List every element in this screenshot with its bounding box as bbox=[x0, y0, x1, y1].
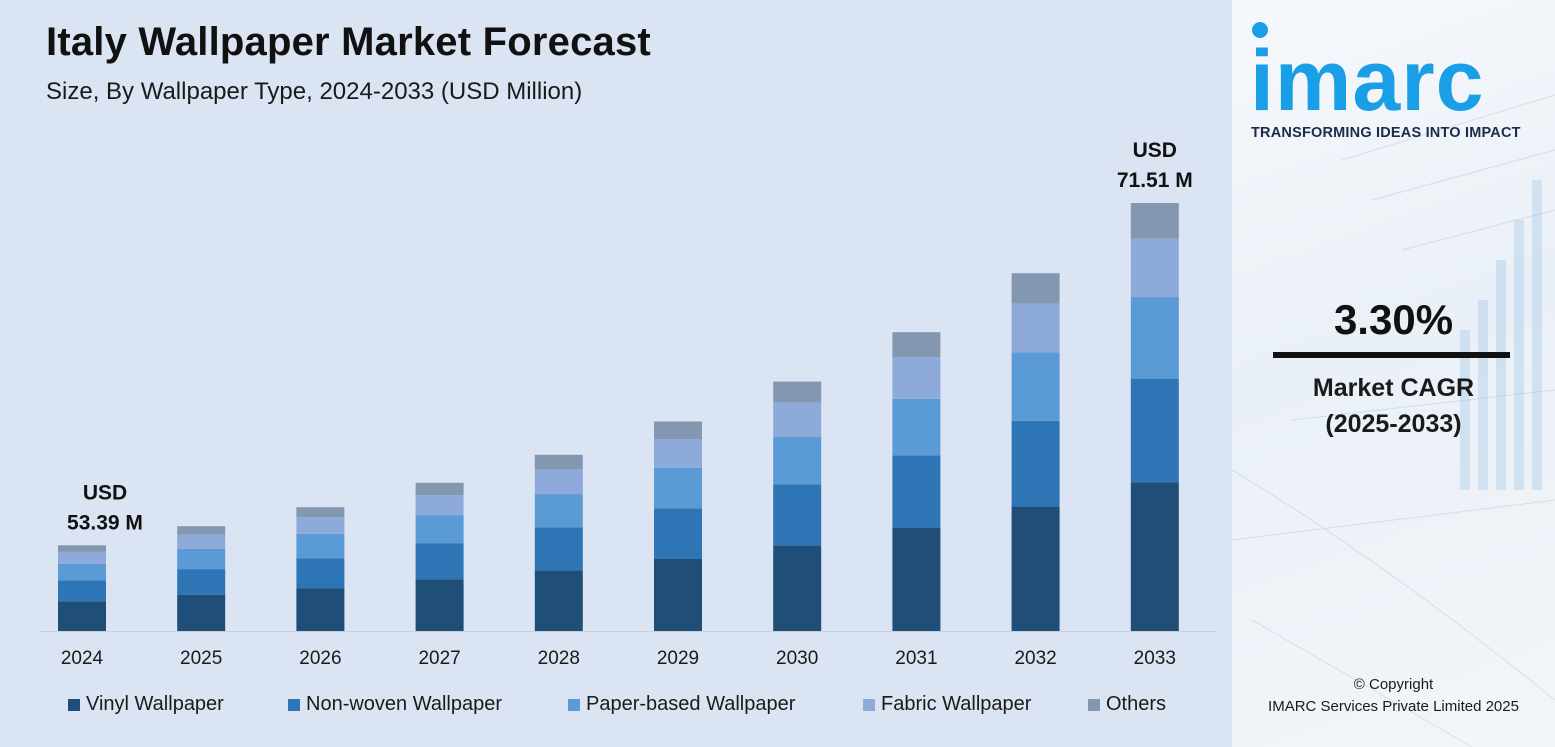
bar-segment-2027-3 bbox=[415, 495, 464, 516]
bar-segment-2032-4 bbox=[1011, 273, 1060, 304]
bar-segment-2026-4 bbox=[296, 507, 345, 518]
bar-segment-2033-3 bbox=[1130, 238, 1179, 298]
bar-segment-2027-0 bbox=[415, 579, 464, 631]
bar-total-label-currency: USD bbox=[1133, 139, 1177, 162]
bar-segment-2032-2 bbox=[1011, 352, 1060, 421]
legend-label: Paper-based Wallpaper bbox=[586, 693, 796, 715]
bar-segment-2026-1 bbox=[296, 558, 345, 589]
bar-segment-2024-3 bbox=[58, 551, 106, 564]
copyright-owner: IMARC Services Private Limited 2025 bbox=[1268, 698, 1519, 715]
legend-swatch bbox=[863, 698, 875, 711]
bar-segment-2031-1 bbox=[892, 455, 941, 529]
copyright-notice: © Copyright bbox=[1353, 676, 1434, 693]
bar-segment-2033-1 bbox=[1130, 378, 1179, 483]
x-tick-label-2024: 2024 bbox=[61, 648, 104, 669]
bar-segment-2028-4 bbox=[534, 454, 583, 470]
bar-segment-2026-0 bbox=[296, 588, 345, 631]
bar-segment-2030-0 bbox=[773, 545, 822, 631]
legend-label: Others bbox=[1106, 693, 1167, 715]
bar-segment-2032-3 bbox=[1011, 303, 1060, 353]
legend-swatch bbox=[568, 698, 580, 711]
bar-segment-2033-4 bbox=[1130, 203, 1179, 239]
bar-segment-2027-2 bbox=[415, 515, 464, 544]
bar-segment-2032-0 bbox=[1011, 506, 1060, 631]
x-tick-label-2032: 2032 bbox=[1014, 648, 1056, 669]
bar-segment-2033-2 bbox=[1130, 297, 1179, 379]
bar-segment-2028-3 bbox=[534, 469, 583, 495]
bar-segment-2027-1 bbox=[415, 543, 464, 580]
legend-item: Vinyl Wallpaper bbox=[68, 693, 224, 716]
legend-swatch bbox=[288, 698, 300, 711]
bar-segment-2027-4 bbox=[415, 482, 464, 496]
bar-segment-2029-0 bbox=[654, 558, 702, 631]
bar-segment-2025-3 bbox=[177, 534, 226, 549]
legend-swatch bbox=[1088, 698, 1100, 711]
bar-total-label-currency: USD bbox=[83, 481, 127, 504]
bar-segment-2030-4 bbox=[773, 381, 822, 403]
bar-segment-2028-0 bbox=[534, 570, 583, 631]
bar-segment-2028-1 bbox=[534, 527, 583, 571]
bar-segment-2029-2 bbox=[654, 467, 702, 509]
imarc-logo: imarc bbox=[1250, 33, 1485, 129]
legend-label: Fabric Wallpaper bbox=[881, 693, 1032, 715]
x-tick-label-2025: 2025 bbox=[180, 648, 222, 669]
bar-total-label-value: 53.39 M bbox=[67, 511, 143, 534]
chart-panel: Italy Wallpaper Market Forecast Size, By… bbox=[0, 0, 1232, 747]
logo-tagline: TRANSFORMING IDEAS INTO IMPACT bbox=[1251, 125, 1521, 141]
bar-segment-2033-0 bbox=[1130, 482, 1179, 631]
cagr-period: (2025-2033) bbox=[1325, 410, 1462, 438]
bar-segment-2024-0 bbox=[58, 601, 106, 631]
logo-dot-icon bbox=[1252, 22, 1268, 38]
x-tick-label-2029: 2029 bbox=[657, 648, 699, 669]
bar-segment-2025-1 bbox=[177, 569, 226, 595]
bar-segment-2032-1 bbox=[1011, 420, 1060, 507]
bar-segment-2031-3 bbox=[892, 357, 941, 399]
legend-item: Paper-based Wallpaper bbox=[568, 693, 795, 716]
bar-segment-2028-2 bbox=[534, 494, 583, 528]
x-tick-label-2027: 2027 bbox=[418, 648, 460, 669]
legend-item: Fabric Wallpaper bbox=[863, 693, 1031, 716]
bar-segment-2025-0 bbox=[177, 594, 226, 631]
bar-segment-2024-2 bbox=[58, 563, 106, 581]
cagr-value: 3.30% bbox=[1333, 296, 1454, 343]
x-tick-label-2031: 2031 bbox=[895, 648, 937, 669]
bar-segment-2031-0 bbox=[892, 528, 941, 631]
legend-label: Vinyl Wallpaper bbox=[86, 693, 224, 715]
bar-segment-2024-4 bbox=[58, 545, 106, 552]
bar-total-label-value: 71.51 M bbox=[1117, 169, 1193, 192]
legend-item: Others bbox=[1088, 693, 1166, 716]
bar-segment-2030-2 bbox=[773, 436, 822, 485]
background-graph-decoration bbox=[1232, 94, 1555, 747]
bar-segment-2026-2 bbox=[296, 533, 345, 559]
bar-segment-2025-4 bbox=[177, 526, 226, 535]
bar-segment-2029-3 bbox=[654, 439, 702, 468]
side-panel: imarc TRANSFORMING IDEAS INTO IMPACT 3.3… bbox=[1232, 0, 1555, 747]
bar-segment-2025-2 bbox=[177, 548, 226, 570]
bar-segment-2031-4 bbox=[892, 332, 941, 358]
bar-segment-2029-1 bbox=[654, 508, 702, 559]
chart-subtitle: Size, By Wallpaper Type, 2024-2033 (USD … bbox=[46, 78, 583, 105]
stacked-bar-chart: 2024 2025 2026 2027 2028 2029 2030 2031 2032 2033… bbox=[40, 139, 1216, 669]
legend-item: Non-woven Wallpaper bbox=[288, 693, 502, 716]
legend-label: Non-woven Wallpaper bbox=[306, 693, 503, 715]
bar-segment-2024-1 bbox=[58, 580, 106, 602]
bar-segment-2026-3 bbox=[296, 517, 345, 534]
legend-swatch bbox=[68, 698, 80, 711]
x-tick-label-2033: 2033 bbox=[1134, 648, 1176, 669]
x-tick-label-2028: 2028 bbox=[538, 648, 580, 669]
chart-title: Italy Wallpaper Market Forecast bbox=[46, 20, 651, 64]
bar-segment-2030-3 bbox=[773, 402, 822, 437]
bar-segment-2030-1 bbox=[773, 484, 822, 546]
x-tick-label-2026: 2026 bbox=[299, 648, 341, 669]
cagr-label: Market CAGR bbox=[1312, 374, 1475, 402]
cagr-divider bbox=[1273, 352, 1510, 358]
x-tick-label-2030: 2030 bbox=[776, 648, 818, 669]
bar-segment-2029-4 bbox=[654, 421, 702, 440]
bar-segment-2031-2 bbox=[892, 398, 941, 456]
